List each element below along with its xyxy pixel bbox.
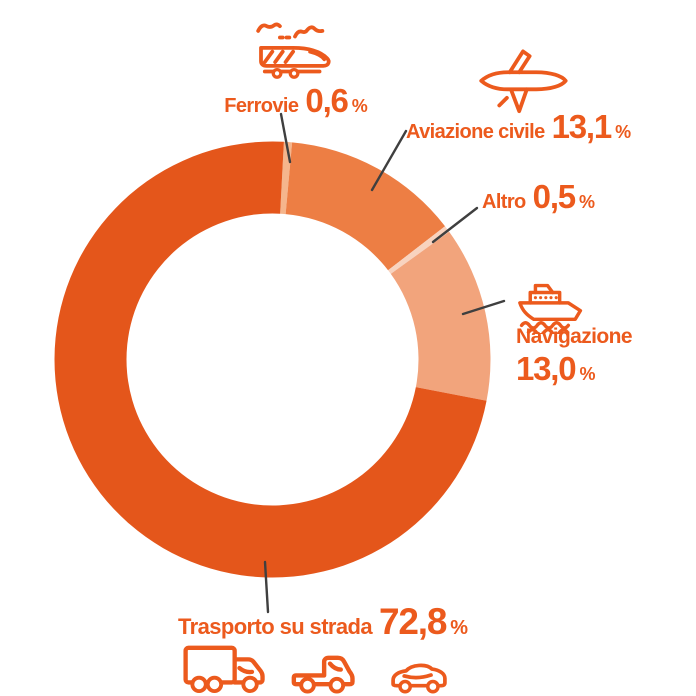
- donut-segment-trasporto-su-strada: [54, 141, 487, 578]
- callout-trasporto: Trasporto su strada 72,8 %: [178, 601, 468, 643]
- altro-percent-sign: %: [578, 192, 595, 212]
- ferrovie-percent-sign: %: [351, 96, 368, 116]
- callout-navigazione: Navigazione 13,0 %: [516, 325, 633, 388]
- ferrovie-value: 0,6: [305, 82, 348, 119]
- callout-aviazione: Aviazione civile 13,1 %: [406, 108, 631, 146]
- aviazione-label: Aviazione civile: [406, 121, 545, 143]
- car-icon: [388, 657, 450, 694]
- pickup-truck-icon: [289, 651, 371, 694]
- aviazione-value: 13,1: [551, 108, 613, 145]
- navigazione-percent-sign: %: [579, 364, 596, 384]
- vehicles-row: [180, 644, 460, 694]
- callout-ferrovie: Ferrovie 0,6 %: [190, 82, 402, 120]
- altro-label: Altro: [482, 191, 526, 213]
- navigazione-label: Navigazione: [516, 325, 633, 348]
- aviazione-percent-sign: %: [615, 122, 632, 142]
- trasporto-label: Trasporto su strada: [178, 614, 373, 639]
- trasporto-percent-sign: %: [450, 617, 469, 639]
- airplane-icon: [472, 40, 574, 114]
- ship-icon: [510, 270, 592, 334]
- donut-segment-navigazione: [390, 231, 491, 401]
- box-truck-icon: [180, 644, 272, 694]
- trasporto-value: 72,8: [379, 601, 447, 642]
- train-icon: [252, 12, 338, 80]
- donut-segment-aviazione-civile: [285, 142, 446, 271]
- donut-chart: [54, 141, 491, 578]
- altro-value: 0,5: [532, 178, 576, 215]
- navigazione-value: 13,0: [516, 350, 577, 387]
- ferrovie-label: Ferrovie: [224, 95, 299, 117]
- callout-altro: Altro 0,5 %: [482, 178, 595, 216]
